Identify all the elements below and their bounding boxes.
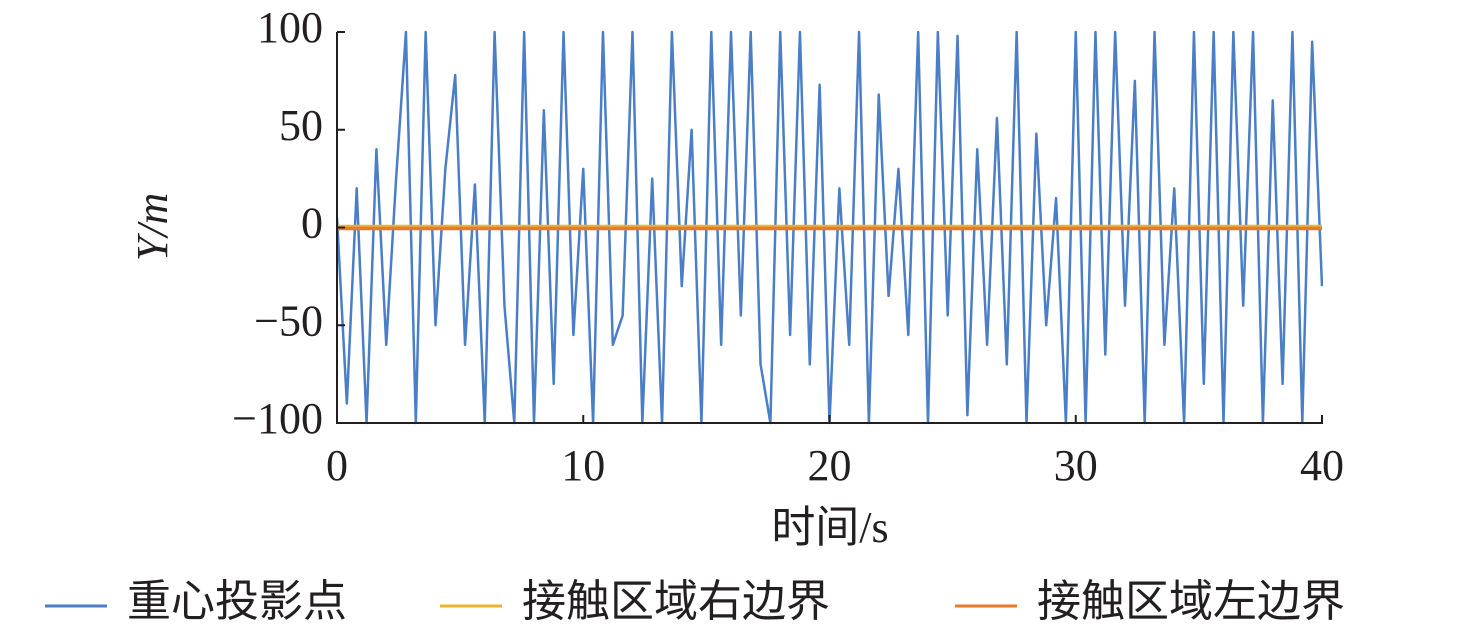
- x-tick-label: 0: [326, 441, 348, 490]
- legend-label: 重心投影点: [127, 577, 347, 626]
- y-axis-label: Y/m: [128, 193, 177, 261]
- y-tick-label: −100: [232, 394, 323, 443]
- y-tick-label: 50: [279, 101, 323, 150]
- y-tick-label: 0: [301, 199, 323, 248]
- legend-label: 接触区域右边界: [522, 577, 830, 626]
- x-axis-label: 时间/s: [771, 503, 888, 552]
- y-tick-label: −50: [254, 296, 323, 345]
- legend-label: 接触区域左边界: [1037, 577, 1345, 626]
- x-tick-label: 10: [561, 441, 605, 490]
- x-tick-label: 40: [1300, 441, 1344, 490]
- plot-area: [337, 30, 1323, 425]
- x-tick-label: 20: [808, 441, 852, 490]
- x-tick-label: 30: [1054, 441, 1098, 490]
- y-tick-label: 100: [257, 3, 323, 52]
